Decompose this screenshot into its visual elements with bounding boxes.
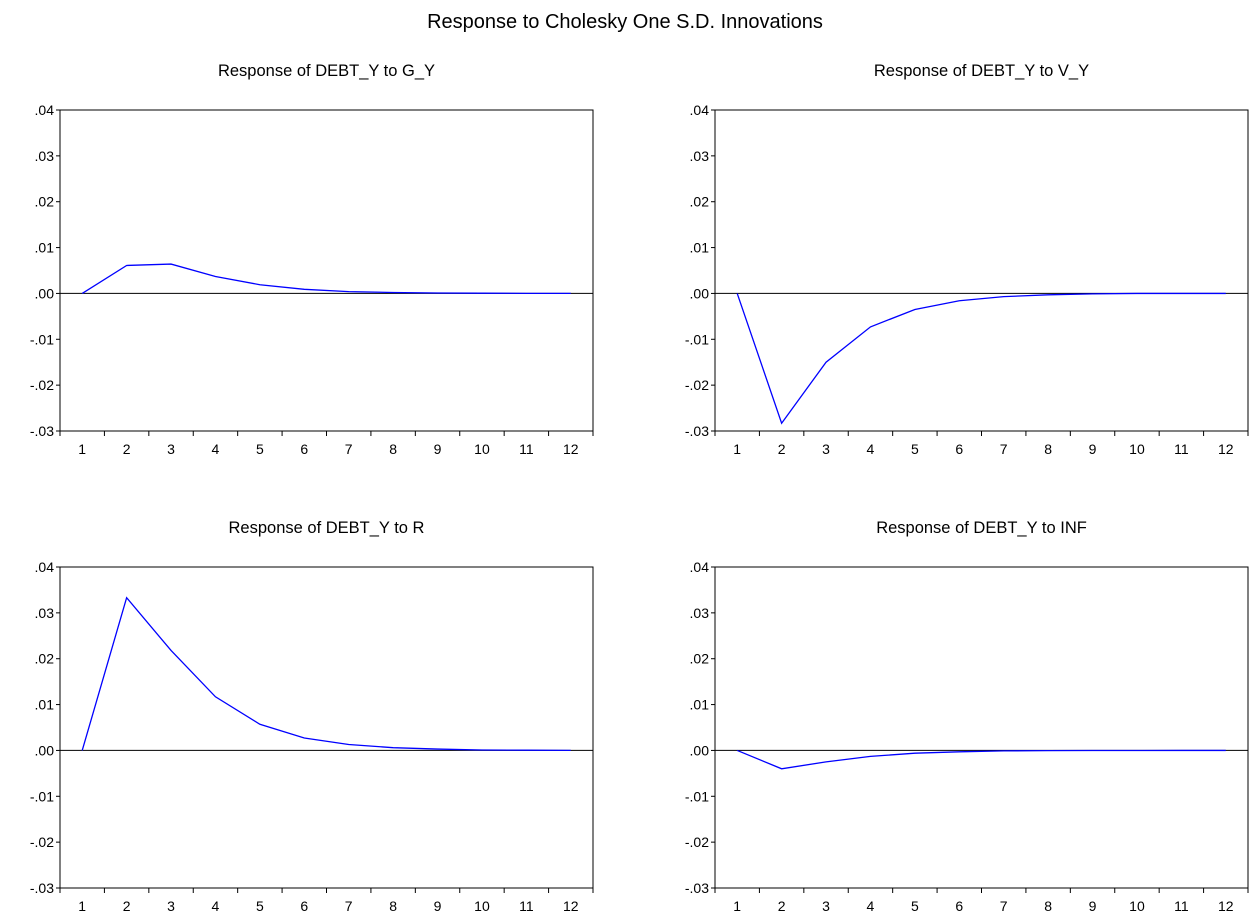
y-tick-label: -.01: [685, 331, 709, 347]
plot-frame: [59, 566, 594, 889]
x-tick-label: 6: [300, 898, 308, 914]
y-tick-label: .00: [35, 742, 55, 758]
x-tick-label: 9: [434, 441, 442, 457]
y-tick-label: .04: [35, 102, 55, 118]
y-tick-label: -.02: [30, 377, 54, 393]
panels-group: Response of DEBT_Y to G_Y .04 .03 .02 .01 .00…: [30, 62, 1249, 914]
chart-panel: Response of DEBT_Y to V_Y .04 .03 .02 .01 .00…: [685, 62, 1249, 457]
y-tick-label: .04: [35, 559, 55, 575]
response-line: [736, 749, 1226, 770]
panel-title: Response of DEBT_Y to R: [229, 519, 425, 537]
x-tick-label: 10: [1129, 898, 1145, 914]
x-tick-label: 9: [434, 898, 442, 914]
y-tick-label: .00: [35, 285, 55, 301]
x-tick-label: 2: [778, 441, 786, 457]
x-tick-label: 2: [123, 441, 131, 457]
x-tick-label: 12: [1218, 898, 1234, 914]
y-tick-label: -.01: [30, 788, 54, 804]
x-tick-label: 12: [563, 898, 579, 914]
x-tick-label: 1: [78, 441, 86, 457]
x-tick-label: 6: [955, 441, 963, 457]
figure-title: Response to Cholesky One S.D. Innovation…: [427, 11, 823, 33]
x-tick-label: 6: [300, 441, 308, 457]
y-tick-label: .00: [690, 742, 710, 758]
x-tick-label: 8: [1044, 898, 1052, 914]
y-tick-label: .01: [690, 697, 710, 713]
y-tick-label: .01: [35, 697, 55, 713]
x-tick-label: 5: [911, 441, 919, 457]
y-tick-label: .00: [690, 285, 710, 301]
y-tick-label: .02: [690, 651, 710, 667]
x-tick-label: 7: [1000, 898, 1008, 914]
x-tick-label: 7: [345, 441, 353, 457]
y-tick-label: .02: [35, 194, 55, 210]
y-tick-label: -.02: [30, 834, 54, 850]
y-tick-label: .02: [35, 651, 55, 667]
x-tick-label: 4: [212, 441, 220, 457]
x-tick-label: 5: [256, 441, 264, 457]
y-tick-label: -.01: [685, 788, 709, 804]
y-tick-label: .03: [35, 148, 55, 164]
x-tick-label: 3: [822, 441, 830, 457]
chart-panel: Response of DEBT_Y to R .04 .03 .02 .01 .00 -.…: [30, 519, 594, 914]
y-tick-label: -.03: [30, 423, 54, 439]
x-tick-label: 1: [78, 898, 86, 914]
x-tick-label: 9: [1089, 441, 1097, 457]
x-tick-label: 7: [1000, 441, 1008, 457]
x-tick-label: 4: [867, 441, 875, 457]
y-tick-label: .03: [690, 148, 710, 164]
y-tick-label: .03: [690, 605, 710, 621]
chart-panel: Response of DEBT_Y to G_Y .04 .03 .02 .01 .00…: [30, 62, 594, 457]
x-tick-label: 1: [733, 441, 741, 457]
x-tick-label: 5: [911, 898, 919, 914]
x-tick-label: 8: [389, 441, 397, 457]
x-tick-label: 5: [256, 898, 264, 914]
x-tick-label: 4: [212, 898, 220, 914]
x-tick-label: 4: [867, 898, 875, 914]
plot-frame: [59, 109, 594, 432]
y-tick-label: .01: [690, 240, 710, 256]
panel-title: Response of DEBT_Y to G_Y: [218, 62, 435, 80]
response-line: [81, 596, 571, 751]
x-tick-label: 10: [474, 441, 490, 457]
panel-title: Response of DEBT_Y to INF: [876, 519, 1087, 537]
y-tick-label: .04: [690, 559, 710, 575]
x-tick-label: 6: [955, 898, 963, 914]
response-line: [81, 263, 571, 295]
plot-frame: [714, 109, 1249, 432]
x-tick-label: 11: [519, 898, 534, 914]
y-tick-label: -.02: [685, 834, 709, 850]
y-tick-label: .04: [690, 102, 710, 118]
x-tick-label: 11: [519, 441, 534, 457]
x-tick-label: 3: [822, 898, 830, 914]
response-line: [736, 292, 1226, 425]
x-tick-label: 10: [474, 898, 490, 914]
x-tick-label: 8: [1044, 441, 1052, 457]
x-tick-label: 2: [778, 898, 786, 914]
y-tick-label: -.03: [685, 423, 709, 439]
panel-title: Response of DEBT_Y to V_Y: [874, 62, 1089, 80]
y-tick-label: -.02: [685, 377, 709, 393]
y-tick-label: .03: [35, 605, 55, 621]
x-tick-label: 1: [733, 898, 741, 914]
x-tick-label: 7: [345, 898, 353, 914]
y-tick-label: .02: [690, 194, 710, 210]
y-tick-label: -.03: [30, 880, 54, 896]
y-tick-label: .01: [35, 240, 55, 256]
x-tick-label: 12: [1218, 441, 1234, 457]
x-tick-label: 9: [1089, 898, 1097, 914]
x-tick-label: 11: [1174, 898, 1189, 914]
x-tick-label: 3: [167, 898, 175, 914]
plot-frame: [714, 566, 1249, 889]
x-tick-label: 3: [167, 441, 175, 457]
chart-panel: Response of DEBT_Y to INF .04 .03 .02 .01 .00…: [685, 519, 1249, 914]
x-tick-label: 12: [563, 441, 579, 457]
y-tick-label: -.03: [685, 880, 709, 896]
x-tick-label: 10: [1129, 441, 1145, 457]
x-tick-label: 11: [1174, 441, 1189, 457]
y-tick-label: -.01: [30, 331, 54, 347]
x-tick-label: 2: [123, 898, 131, 914]
x-tick-label: 8: [389, 898, 397, 914]
